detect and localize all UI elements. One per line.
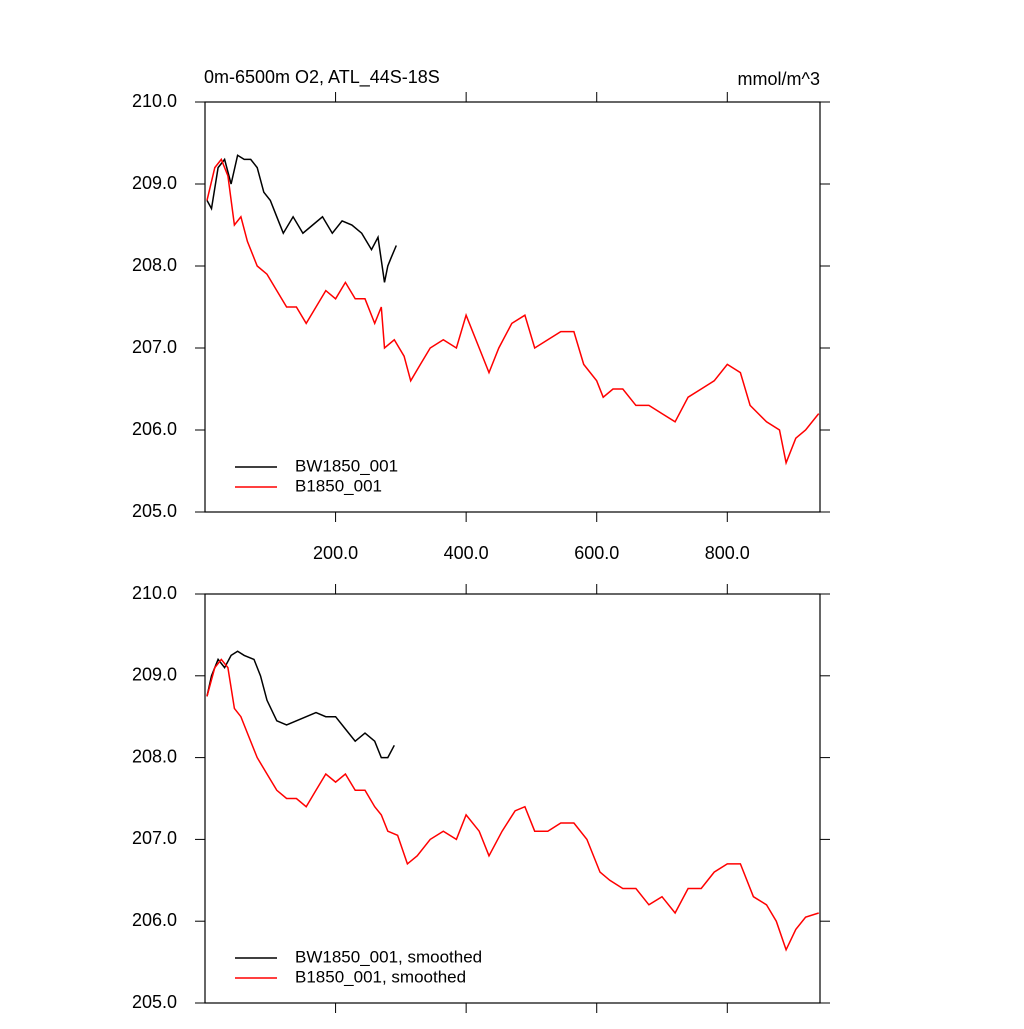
chart-title: 0m-6500m O2, ATL_44S-18S [204,67,440,88]
x-tick-label: 400.0 [444,543,489,563]
y-tick-label: 205.0 [132,501,177,521]
y-tick-label: 208.0 [132,255,177,275]
legend-label: B1850_001, smoothed [295,967,466,986]
y-tick-label: 208.0 [132,746,177,766]
x-tick-label: 600.0 [574,543,619,563]
data-line [206,154,397,283]
y-tick-label: 209.0 [132,173,177,193]
legend-label: BW1850_001 [295,456,398,475]
units-label: mmol/m^3 [738,69,820,89]
data-line [206,157,820,466]
y-tick-label: 206.0 [132,910,177,930]
data-line [206,650,395,759]
y-tick-label: 205.0 [132,992,177,1012]
x-tick-label: 200.0 [313,543,358,563]
y-tick-label: 207.0 [132,828,177,848]
y-tick-label: 210.0 [132,583,177,603]
data-line [206,658,819,952]
plot-frame [204,101,821,513]
legend-label: B1850_001 [295,476,382,495]
x-tick-label: 800.0 [705,543,750,563]
legend-label: BW1850_001, smoothed [295,947,482,966]
y-tick-label: 209.0 [132,665,177,685]
y-tick-label: 210.0 [132,91,177,111]
y-tick-label: 206.0 [132,419,177,439]
plot-frame [204,593,821,1004]
y-tick-label: 207.0 [132,337,177,357]
